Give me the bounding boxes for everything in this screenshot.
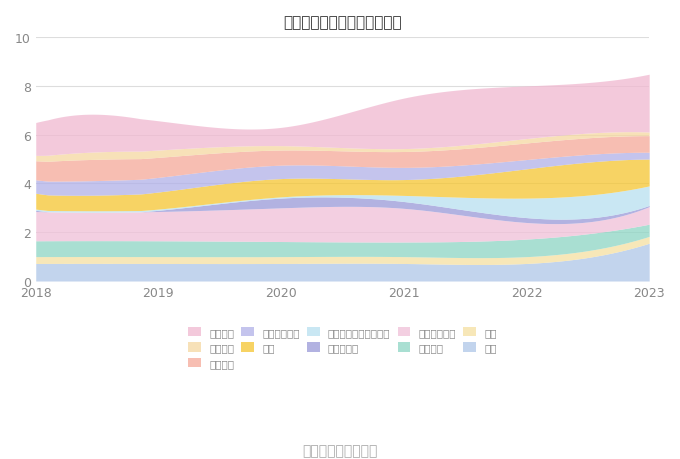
Title: 历年主要资产堆积图（亿元）: 历年主要资产堆积图（亿元） [283, 15, 402, 30]
Legend: 货币资金, 应收票据, 应收账款, 应收款项融资, 存货, 其他权益工具投资合计, 长期应收款, 长期股权投资, 固定资产, 商誉, 其它: 货币资金, 应收票据, 应收账款, 应收款项融资, 存货, 其他权益工具投资合计… [184, 323, 500, 372]
Text: 数据来源：恒生聚源: 数据来源：恒生聚源 [303, 443, 377, 458]
